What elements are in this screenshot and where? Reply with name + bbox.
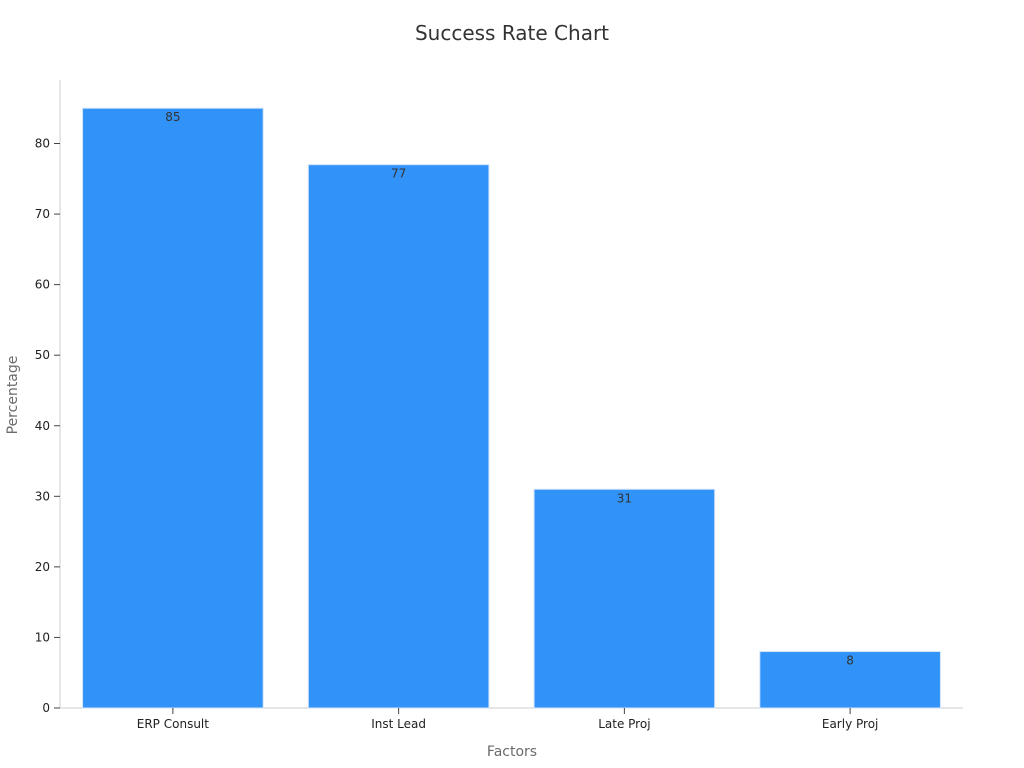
data-label: 8 <box>846 654 854 668</box>
chart-title: Success Rate Chart <box>415 21 609 45</box>
y-tick-label: 50 <box>35 348 50 362</box>
y-tick-label: 30 <box>35 489 50 503</box>
y-tick-label: 60 <box>35 278 50 292</box>
data-label: 77 <box>391 167 406 181</box>
x-tick-label: ERP Consult <box>137 717 209 731</box>
data-label: 85 <box>165 110 180 124</box>
bar <box>759 651 941 709</box>
y-axis-label: Percentage <box>5 356 21 435</box>
y-tick-label: 70 <box>35 207 50 221</box>
y-tick-label: 40 <box>35 419 50 433</box>
y-tick-label: 80 <box>35 137 50 151</box>
x-tick-label: Inst Lead <box>371 717 426 731</box>
x-axis-label: Factors <box>487 744 537 760</box>
y-tick-label: 0 <box>42 701 50 715</box>
bar <box>82 107 264 709</box>
y-tick-label: 20 <box>35 560 50 574</box>
plot-area: 0 10 20 30 40 50 60 70 80 85 ERP Consult 77 Inst Lea… <box>35 80 963 731</box>
bar <box>533 488 716 709</box>
data-label: 31 <box>617 491 632 505</box>
y-tick-label: 10 <box>35 630 50 644</box>
bar <box>307 164 490 709</box>
x-tick-label: Early Proj <box>822 717 879 731</box>
x-tick-label: Late Proj <box>598 717 650 731</box>
